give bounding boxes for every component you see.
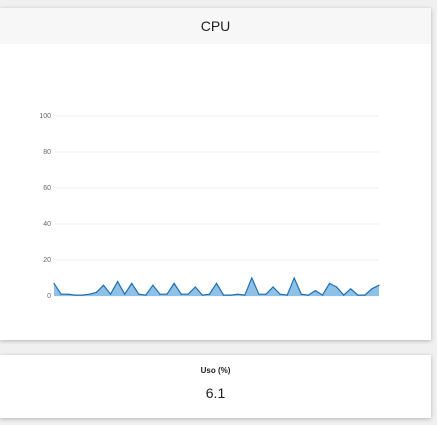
cpu-data-point — [138, 293, 140, 295]
cpu-data-point — [378, 284, 380, 286]
cpu-data-point — [180, 293, 182, 295]
cpu-data-point — [265, 293, 267, 295]
cpu-data-point — [145, 294, 147, 296]
cpu-data-point — [95, 291, 97, 293]
cpu-data-point — [67, 293, 69, 295]
cpu-data-point — [237, 293, 239, 295]
cpu-data-point — [173, 282, 175, 284]
cpu-data-point — [102, 284, 105, 286]
cpu-data-point — [166, 293, 168, 295]
y-tick-label: 100 — [39, 113, 51, 120]
cpu-data-point — [300, 293, 302, 295]
y-tick-label: 20 — [43, 257, 51, 264]
cpu-data-point — [116, 281, 119, 283]
usage-label: Uso (%) — [200, 366, 231, 375]
cpu-data-point — [350, 288, 352, 290]
cpu-data-point — [53, 282, 55, 284]
cpu-data-point — [336, 286, 338, 288]
cpu-data-point — [152, 284, 154, 286]
cpu-data-point — [81, 294, 83, 296]
cpu-data-point — [124, 293, 126, 295]
cpu-data-point — [357, 294, 359, 296]
cpu-data-point — [314, 290, 317, 292]
cpu-data-point — [371, 288, 373, 290]
usage-value: 6.1 — [205, 385, 226, 401]
cpu-data-point — [159, 293, 161, 295]
cpu-panel-title: CPU — [0, 8, 431, 44]
cpu-data-point — [109, 293, 112, 295]
cpu-data-point — [286, 294, 288, 296]
cpu-chart-card: CPU 0 20 40 60 80 100 — [0, 8, 431, 340]
cpu-area-fill — [54, 278, 379, 296]
cpu-data-point — [321, 294, 324, 296]
cpu-data-point — [194, 286, 196, 288]
cpu-data-point — [230, 294, 232, 296]
cpu-data-point — [74, 294, 76, 296]
cpu-data-point — [258, 293, 260, 295]
cpu-data-point — [215, 282, 218, 284]
usage-card: Uso (%) 6.1 — [0, 355, 431, 418]
y-tick-label: 80 — [43, 149, 51, 156]
cpu-data-point — [251, 277, 253, 279]
cpu-data-point — [279, 293, 281, 295]
cpu-chart: 0 20 40 60 80 100 — [0, 44, 431, 340]
y-tick-label: 60 — [43, 185, 51, 192]
cpu-data-point — [131, 282, 133, 284]
cpu-data-point — [272, 286, 274, 288]
cpu-data-point — [364, 294, 366, 296]
cpu-data-point — [208, 293, 211, 295]
cpu-data-point — [88, 293, 90, 295]
cpu-data-point — [201, 294, 203, 296]
cpu-data-point — [60, 293, 62, 295]
cpu-data-point — [328, 282, 331, 284]
cpu-data-point — [307, 294, 309, 296]
cpu-data-point — [244, 294, 246, 296]
y-tick-label: 40 — [43, 221, 51, 228]
cpu-area-chart: 0 20 40 60 80 100 — [39, 113, 380, 300]
cpu-data-point — [187, 293, 189, 295]
cpu-data-point — [293, 277, 295, 279]
y-tick-label: 0 — [47, 293, 51, 300]
cpu-data-point — [343, 294, 345, 296]
cpu-data-point — [222, 294, 225, 296]
